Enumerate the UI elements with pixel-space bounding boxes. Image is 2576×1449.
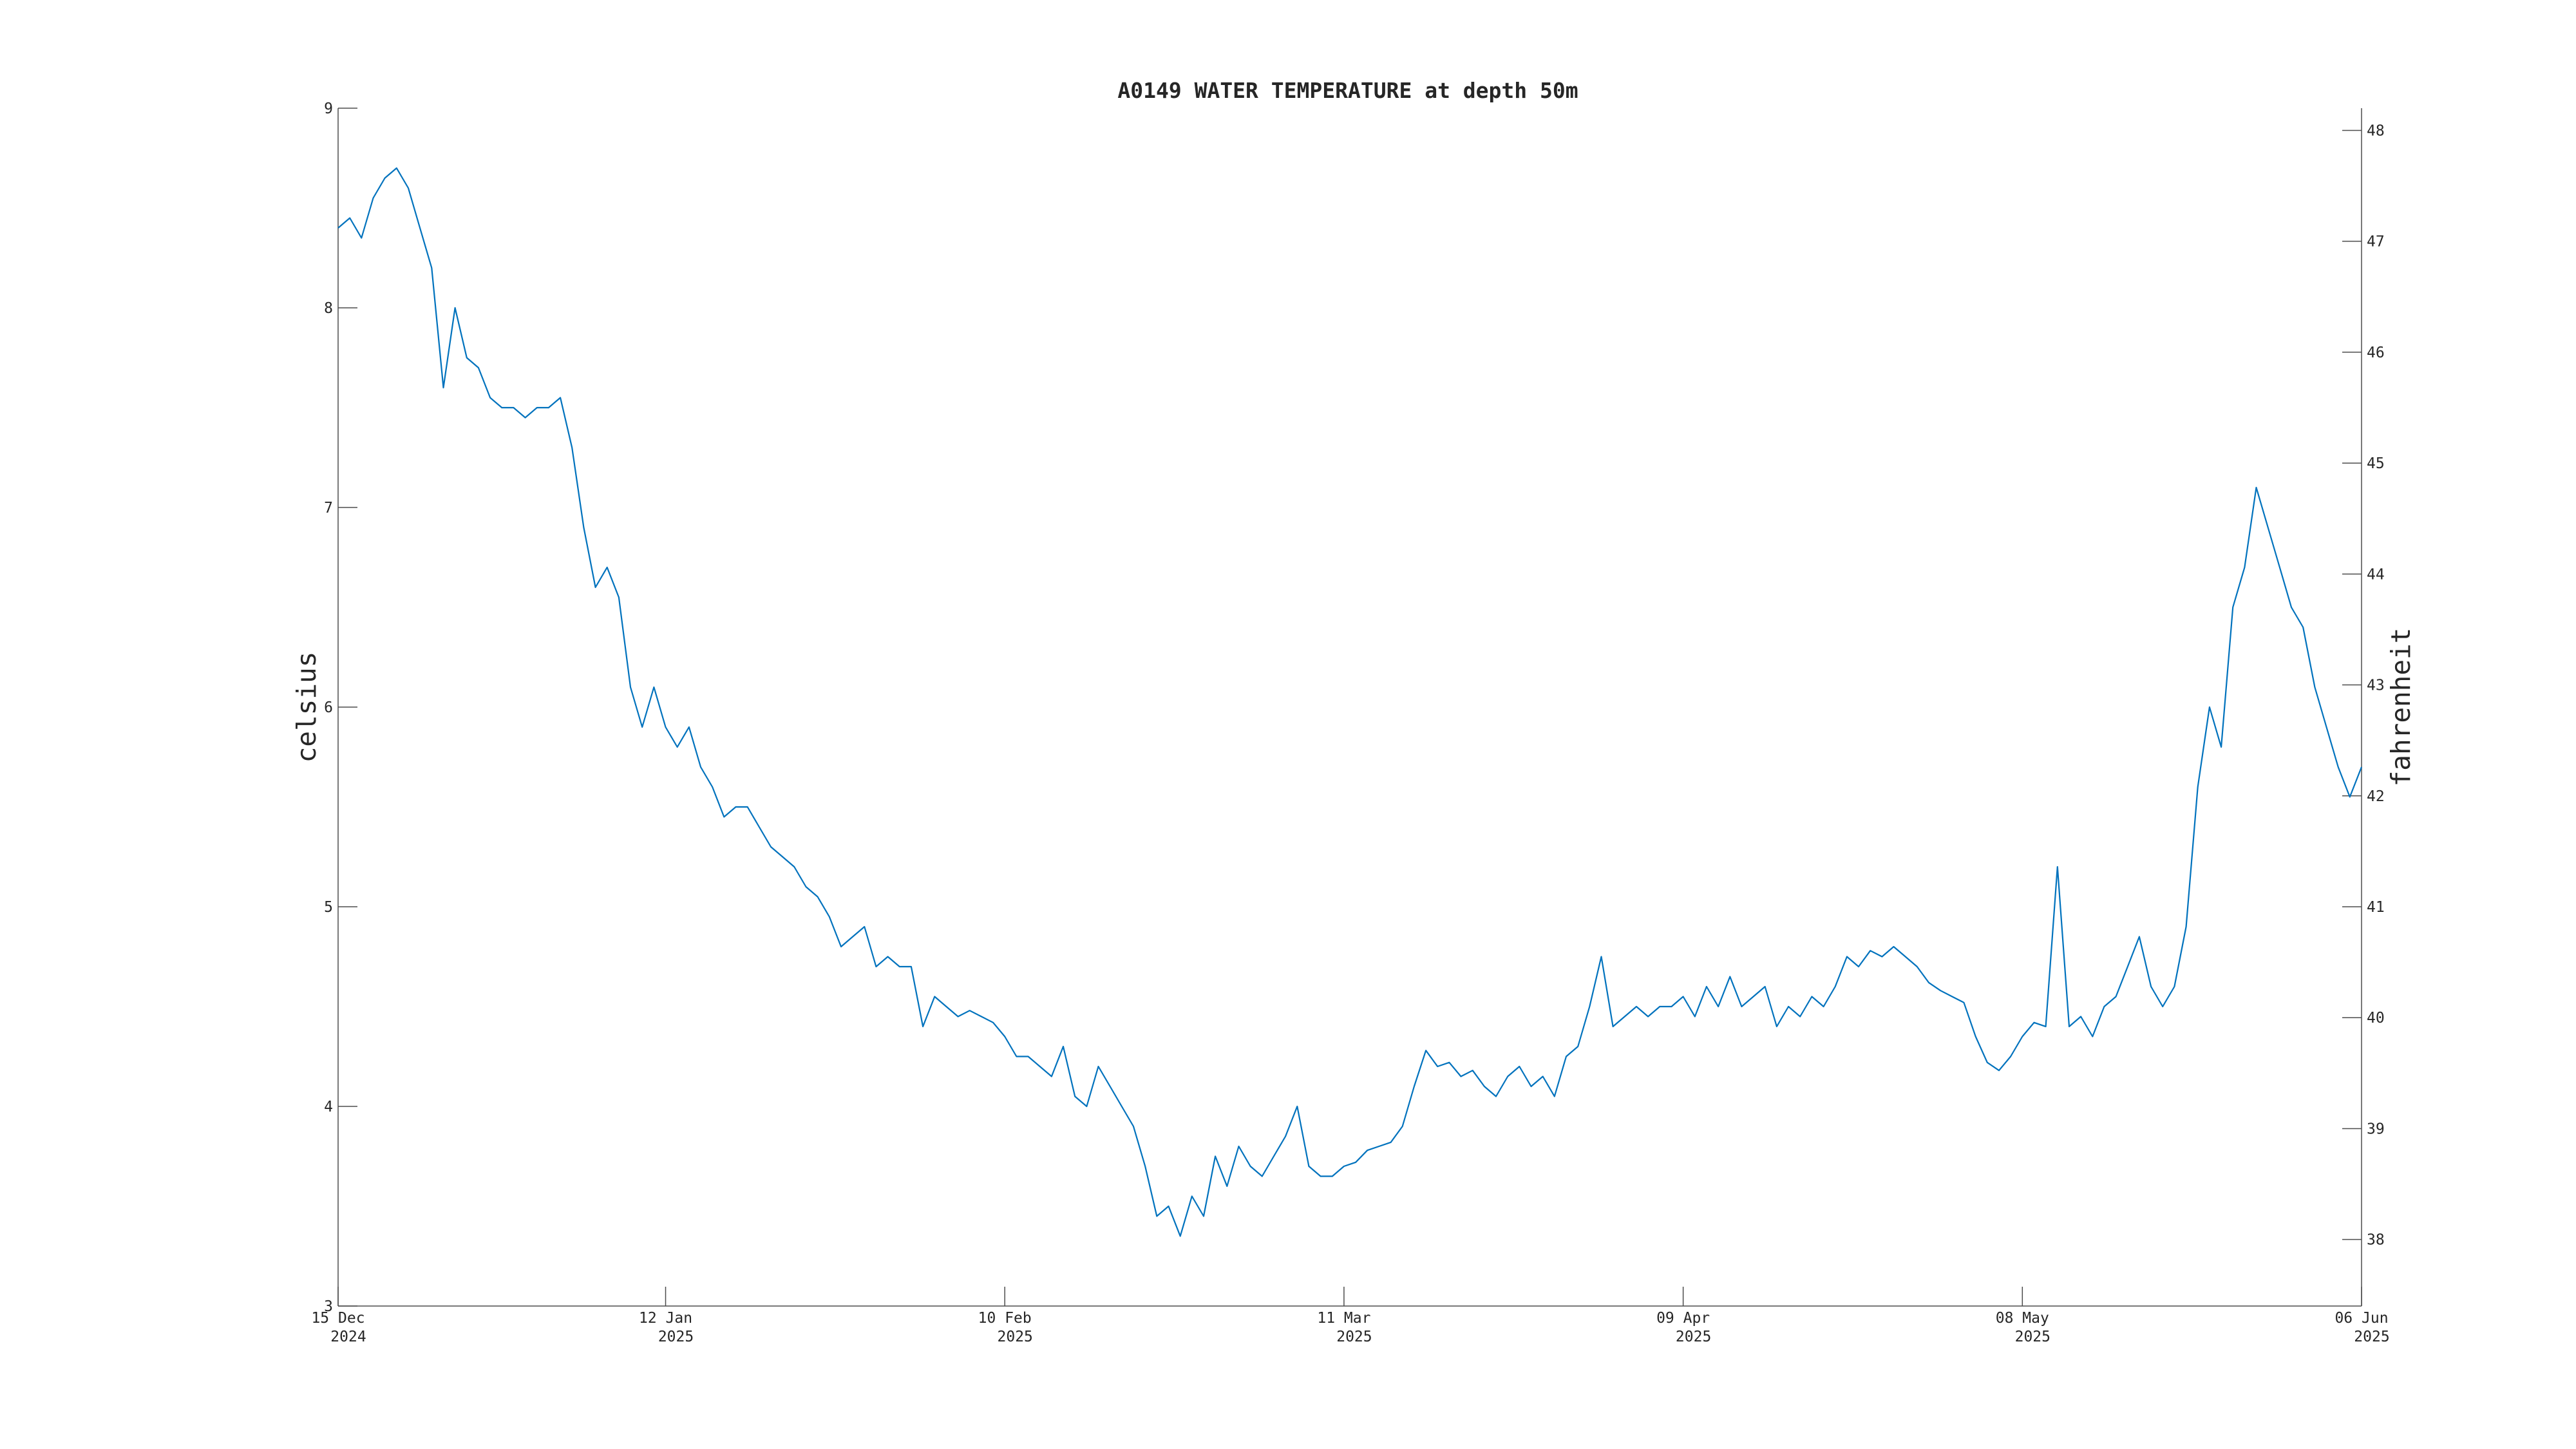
y2-tick-label: 41 [2367,899,2385,916]
x-tick-label: 12 Jan [639,1310,692,1327]
x-tick-label: 2025 [2015,1329,2050,1345]
x-tick-label: 2025 [1676,1329,1711,1345]
y-axis-label: celsius [291,652,322,763]
x-tick-label: 2025 [998,1329,1033,1345]
y2-tick-label: 45 [2367,455,2385,472]
x-tick-label: 10 Feb [978,1310,1032,1327]
x-tick-label: 2025 [658,1329,694,1345]
y2-tick-label: 47 [2367,234,2385,251]
y2-tick-label: 39 [2367,1121,2385,1137]
y2-tick-label: 46 [2367,345,2385,361]
y2-tick-label: 38 [2367,1232,2385,1249]
y2-tick-label: 40 [2367,1010,2385,1027]
y-tick-label: 6 [324,699,333,716]
y2-tick-label: 42 [2367,788,2385,805]
y-tick-label: 3 [324,1298,333,1315]
y-tick-label: 8 [324,300,333,317]
y2-axis-label: fahrenheit [2385,628,2416,787]
y-tick-label: 7 [324,500,333,516]
y2-tick-label: 43 [2367,677,2385,694]
x-tick-label: 2024 [330,1329,366,1345]
chart-title: A0149 WATER TEMPERATURE at depth 50m [1117,78,1578,103]
x-tick-label: 06 Jun [2334,1310,2388,1327]
x-tick-label: 2025 [2354,1329,2389,1345]
y2-tick-label: 48 [2367,122,2385,139]
x-tick-label: 11 Mar [1317,1310,1370,1327]
x-tick-label: 2025 [1336,1329,1372,1345]
y2-tick-label: 44 [2367,566,2385,583]
y-tick-label: 9 [324,100,333,117]
data-line [337,167,2363,1237]
x-tick-label: 15 Dec [311,1310,365,1327]
y-tick-label: 5 [324,899,333,916]
x-tick-label: 09 Apr [1656,1310,1710,1327]
y-tick-label: 4 [324,1099,333,1115]
x-tick-label: 08 May [1996,1310,2049,1327]
